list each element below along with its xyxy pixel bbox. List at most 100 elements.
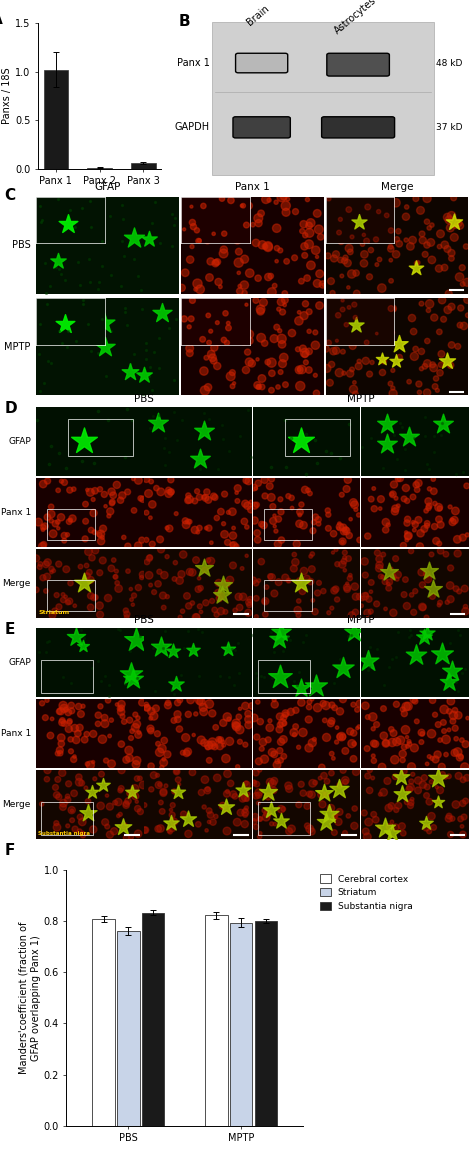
- Point: [226, 571, 234, 590]
- Point: [101, 714, 109, 733]
- Point: [241, 250, 248, 269]
- Point: [99, 528, 106, 547]
- Point: [114, 620, 121, 638]
- Point: [90, 820, 97, 839]
- Point: [410, 513, 417, 531]
- Point: [355, 506, 363, 525]
- Point: [156, 819, 164, 837]
- Point: [464, 291, 471, 309]
- Point: [336, 727, 344, 745]
- Point: [75, 773, 83, 792]
- Point: [431, 494, 439, 513]
- Point: [81, 431, 88, 450]
- Point: [146, 549, 153, 568]
- Point: [388, 720, 395, 739]
- Point: [301, 294, 309, 313]
- Point: [107, 502, 114, 521]
- Point: [362, 351, 370, 370]
- Point: [332, 245, 340, 264]
- Point: [128, 591, 136, 609]
- Point: [373, 256, 381, 274]
- Point: [296, 502, 304, 521]
- Point: [42, 708, 49, 727]
- Point: [201, 770, 209, 789]
- Point: [48, 559, 55, 578]
- Point: [268, 283, 276, 301]
- Point: [155, 405, 163, 423]
- Point: [462, 602, 469, 621]
- Point: [324, 501, 332, 520]
- Point: [66, 480, 73, 499]
- Point: [126, 749, 133, 768]
- Point: [371, 499, 378, 518]
- Point: [127, 729, 135, 748]
- Point: [234, 492, 241, 511]
- Point: [405, 427, 413, 445]
- Point: [255, 786, 263, 805]
- Point: [290, 723, 298, 742]
- Point: [250, 773, 258, 792]
- Point: [94, 714, 102, 733]
- Point: [150, 766, 157, 785]
- Bar: [142, 913, 164, 1126]
- Point: [405, 628, 412, 647]
- Point: [235, 254, 243, 272]
- Point: [235, 707, 243, 726]
- Point: [434, 745, 441, 764]
- Point: [117, 621, 124, 640]
- Point: [442, 545, 450, 564]
- Point: [311, 336, 319, 355]
- Point: [456, 626, 464, 644]
- Point: [436, 322, 443, 341]
- Point: [323, 772, 331, 791]
- Point: [58, 472, 65, 491]
- Point: [105, 686, 113, 705]
- Point: [323, 309, 331, 328]
- Point: [68, 801, 75, 820]
- Point: [308, 822, 315, 841]
- Point: [339, 533, 346, 551]
- Point: [223, 798, 230, 816]
- Text: GFAP: GFAP: [8, 658, 31, 666]
- Point: [413, 712, 420, 730]
- Point: [401, 570, 409, 588]
- Point: [337, 727, 345, 745]
- Point: [369, 707, 377, 726]
- Point: [392, 351, 400, 370]
- Point: [43, 770, 51, 789]
- Point: [393, 570, 401, 588]
- Point: [167, 800, 175, 819]
- Point: [146, 548, 154, 566]
- Point: [184, 809, 192, 828]
- Point: [43, 643, 50, 662]
- Point: [154, 575, 162, 593]
- Text: Substantia nigra: Substantia nigra: [38, 830, 90, 836]
- Point: [82, 494, 89, 513]
- Point: [392, 245, 400, 264]
- Point: [388, 485, 396, 504]
- Point: [420, 769, 428, 787]
- Point: [418, 733, 425, 751]
- Point: [111, 793, 119, 812]
- Point: [44, 633, 51, 651]
- Point: [423, 514, 431, 533]
- Point: [186, 513, 193, 531]
- Point: [127, 363, 134, 381]
- Point: [449, 513, 456, 531]
- Point: [185, 204, 193, 222]
- Point: [91, 454, 98, 472]
- Point: [50, 562, 57, 580]
- Point: [447, 498, 454, 516]
- Point: [312, 241, 319, 259]
- Point: [122, 750, 130, 769]
- Point: [279, 713, 286, 732]
- Point: [303, 569, 310, 587]
- Point: [400, 536, 407, 555]
- Point: [108, 483, 115, 501]
- Point: [68, 673, 75, 692]
- Point: [298, 431, 305, 450]
- Point: [113, 695, 121, 714]
- Point: [311, 602, 319, 621]
- Point: [250, 708, 258, 727]
- Point: [46, 277, 54, 295]
